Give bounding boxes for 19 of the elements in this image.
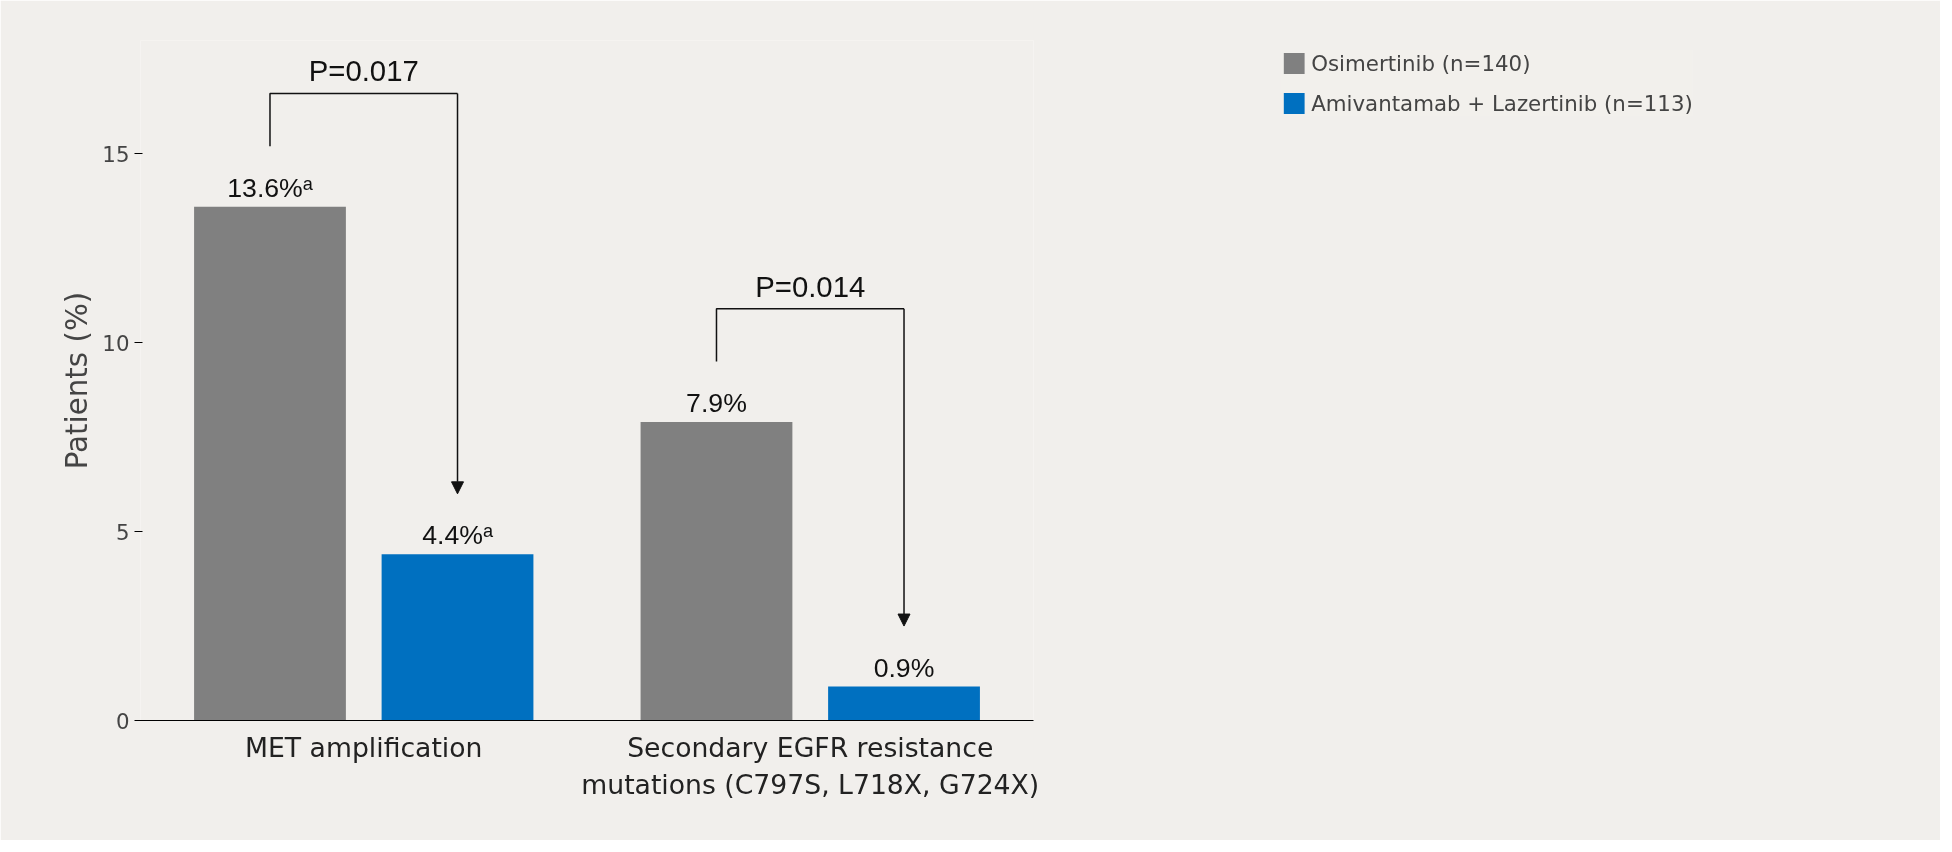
- annotation: P=0.014: [755, 269, 866, 303]
- legend-label: Osimertinib (n=140): [1311, 50, 1531, 76]
- y-tick-label: 15: [102, 141, 130, 167]
- data-label: 0.9%: [873, 652, 935, 683]
- legend-label: Amivantamab + Lazertinib (n=113): [1311, 90, 1693, 116]
- bar: [194, 206, 346, 721]
- y-axis-title: Patients (%): [60, 291, 95, 470]
- bar: [828, 686, 980, 721]
- data-label: 13.6%ᵃ: [227, 172, 314, 203]
- annotation: P=0.017: [308, 54, 419, 88]
- bar: [640, 422, 793, 721]
- data-label: 7.9%: [686, 388, 747, 419]
- data-label: 4.4%ᵃ: [422, 520, 494, 551]
- y-tick-label: 10: [102, 330, 130, 356]
- y-tick-label: 0: [115, 708, 130, 734]
- bar: [381, 554, 534, 721]
- x-tick-label: Secondary EGFR resistance mutations (C797S, L718X, G724X): [581, 731, 1040, 800]
- y-tick-label: 5: [115, 519, 130, 545]
- x-tick-label: MET amplification: [245, 731, 483, 763]
